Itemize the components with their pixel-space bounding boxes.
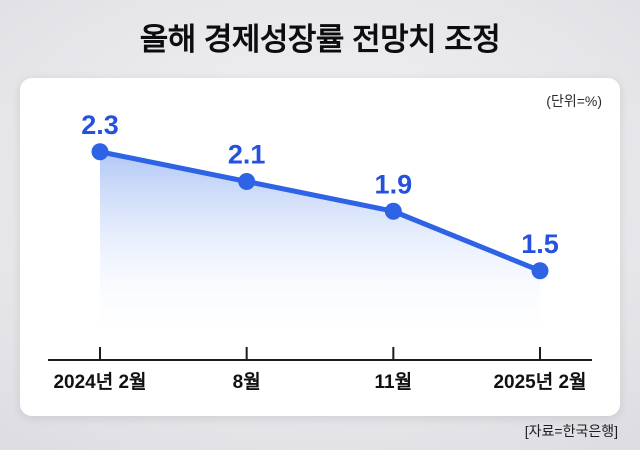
- chart-point-label: 2.3: [81, 110, 119, 140]
- unit-label: (단위=%): [546, 93, 602, 109]
- page-title: 올해 경제성장률 전망치 조정: [139, 22, 501, 57]
- x-tick-label: 2024년 2월: [53, 371, 146, 393]
- chart-point-label: 2.1: [228, 140, 266, 170]
- x-tick-label: 2025년 2월: [493, 371, 586, 393]
- x-tick-label: 8월: [233, 371, 261, 393]
- x-tick-label: 11월: [375, 371, 413, 393]
- chart-point: [238, 173, 256, 190]
- chart-point: [91, 143, 109, 161]
- line-chart: 2024년 2월 8월 11월 2025년 2월 2.3 2.1 1.9 1.5: [48, 110, 592, 393]
- source-label: [자료=한국은행]: [524, 423, 618, 439]
- chart-point-label: 1.5: [521, 229, 559, 259]
- chart-card: (단위=%) 2024년 2월 8월 11월 2025년 2월 2.3 2.1 1.9 1.5: [20, 78, 620, 416]
- chart-area-fill: [100, 151, 540, 358]
- chart-point: [384, 202, 402, 220]
- chart-line: [97, 149, 543, 274]
- chart-point: [531, 262, 549, 280]
- chart-point-label: 1.9: [375, 169, 413, 199]
